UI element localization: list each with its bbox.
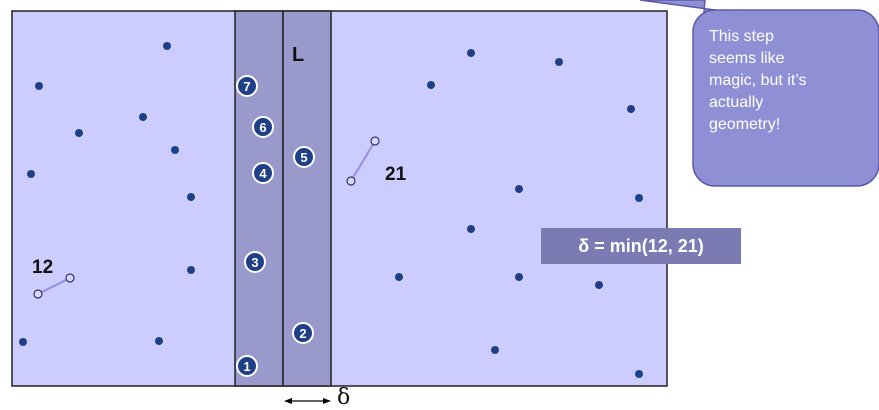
delta-formula-text: δ = min(12, 21) <box>578 235 704 256</box>
plane-region <box>11 10 668 387</box>
pair-21-point-a <box>346 176 356 186</box>
delta-width-arrow <box>284 398 331 404</box>
point <box>75 129 83 137</box>
point <box>467 49 475 57</box>
callout-text: This step seems like magic, but it’s act… <box>709 28 807 133</box>
delta-axis-label: δ <box>337 385 351 410</box>
strip-point-7: 7 <box>236 75 258 97</box>
strip-point-3: 3 <box>244 251 266 273</box>
strip-left-half <box>234 10 284 387</box>
point <box>627 105 635 113</box>
strip-right-half <box>282 10 332 387</box>
pair-label-21: 21 <box>385 164 407 185</box>
right-points <box>395 49 643 378</box>
callout-note: This step seems like magic, but it’s act… <box>693 10 879 186</box>
point <box>595 281 603 289</box>
strip-point-5: 5 <box>293 146 315 168</box>
strip-point-label: 3 <box>251 255 258 270</box>
point <box>555 58 563 66</box>
pair-12-point-a <box>33 289 43 299</box>
strip-point-label: 5 <box>300 150 307 165</box>
strip-point-4: 4 <box>252 162 274 184</box>
point <box>27 170 35 178</box>
point <box>187 266 195 274</box>
callout-bubble <box>692 9 879 187</box>
point <box>515 185 523 193</box>
pair-12-connector <box>37 277 71 295</box>
point <box>155 337 163 345</box>
pair-21-connector <box>350 140 376 182</box>
strip-point-label: 1 <box>243 359 250 374</box>
point <box>163 42 171 50</box>
point <box>187 193 195 201</box>
point <box>35 82 43 90</box>
strip-point-label: 2 <box>299 326 306 341</box>
point <box>491 346 499 354</box>
pair-label-12: 12 <box>32 257 54 278</box>
strip-point-label: 7 <box>243 79 250 94</box>
strip-point-6: 6 <box>252 116 274 138</box>
point <box>171 146 179 154</box>
point <box>139 113 147 121</box>
point <box>515 273 523 281</box>
pair-12-point-b <box>65 273 75 283</box>
strip-point-2: 2 <box>292 322 314 344</box>
point <box>427 81 435 89</box>
point <box>19 338 27 346</box>
point <box>635 194 643 202</box>
strip-point-label: 4 <box>259 166 267 181</box>
pair-21-point-b <box>370 136 380 146</box>
left-points <box>19 42 195 346</box>
delta-formula-box: δ = min(12, 21) <box>541 228 741 264</box>
point <box>635 370 643 378</box>
strip-point-label: 6 <box>259 120 266 135</box>
line-label-l: L <box>292 44 305 66</box>
strip-point-1: 1 <box>236 355 258 377</box>
point <box>467 225 475 233</box>
callout-pointer-cover <box>703 12 758 58</box>
point <box>395 273 403 281</box>
